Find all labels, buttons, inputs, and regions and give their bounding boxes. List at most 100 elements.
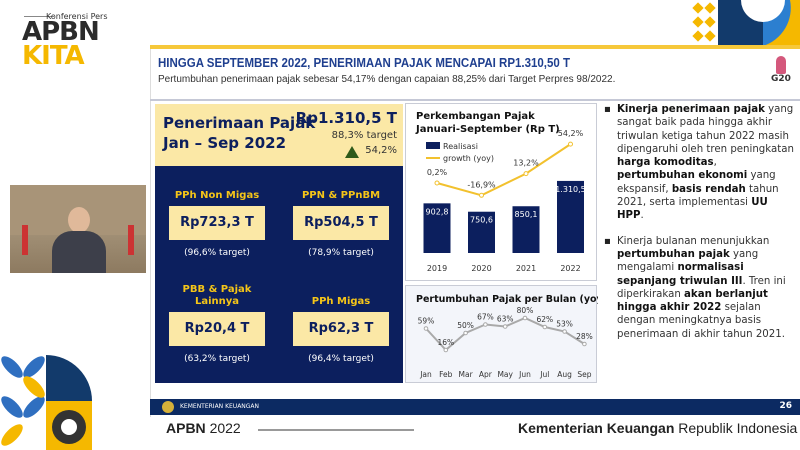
category-name: PBB & Pajak Lainnya (182, 284, 252, 307)
bar-2020 (468, 211, 495, 253)
monthly-label: 80% (517, 306, 534, 315)
legend-bar-label: Realisasi (443, 142, 478, 151)
category-target: (63,2% target) (184, 354, 250, 364)
summary-target: 88,3% target (331, 130, 397, 141)
conference-label: Konferensi Pers (46, 12, 108, 21)
x-tick-label: 2019 (427, 264, 447, 273)
monthly-label: 16% (437, 338, 454, 347)
apbn-year: 2022 (209, 420, 241, 436)
category-target: (78,9% target) (308, 248, 374, 258)
x-tick-label: Apr (479, 370, 493, 379)
summary-header: Penerimaan Pajak Jan – Sep 2022 Rp1.310,… (155, 104, 403, 166)
bar-label: 750,6 (470, 216, 493, 225)
category-name: PPN & PPnBM (301, 190, 381, 201)
monthly-label: 53% (556, 320, 573, 329)
category-value: Rp20,4 T (169, 312, 265, 346)
apbn-bold: APBN (166, 420, 206, 436)
category-ppn-ppnbm: PPN & PPnBM Rp504,5 T (78,9% target) (279, 190, 403, 258)
x-tick-label: Aug (557, 370, 572, 379)
category-pph-migas: PPh Migas Rp62,3 T (96,4% target) (279, 296, 403, 364)
ministry-emblem-icon (162, 401, 174, 413)
growth-label: -16,9% (467, 180, 496, 189)
monthly-growth-chart: Pertumbuhan Pajak per Bulan (yoy) 59% Jan… (405, 285, 607, 383)
growth-point (523, 171, 529, 177)
g20-text: G20 (771, 74, 791, 84)
presenter-video (10, 185, 146, 273)
x-tick-label: Jan (419, 370, 432, 379)
annual-tax-chart: Perkembangan Pajak Januari-September (Rp… (405, 103, 597, 281)
bottom-ministry: Kementerian Keuangan Republik Indonesia (518, 420, 797, 436)
footer-org: KEMENTERIAN KEUANGAN (180, 403, 260, 410)
x-tick-label: 2021 (516, 264, 536, 273)
monthly-point (483, 322, 488, 327)
monthly-label: 28% (576, 332, 593, 341)
x-tick-label: Sep (577, 370, 591, 379)
ministry-rest: Republik Indonesia (678, 420, 798, 436)
chart-title: Pertumbuhan Pajak per Bulan (yoy) (416, 294, 598, 305)
bar-2021 (512, 206, 540, 253)
category-value: Rp723,3 T (169, 206, 265, 240)
key-points: Kinerja penerimaan pajak yang sangat bai… (604, 103, 796, 353)
decorative-pattern-bottom (1, 355, 92, 450)
x-tick-label: May (497, 370, 513, 379)
bottom-divider (258, 429, 414, 431)
decorative-pattern-top (692, 0, 800, 46)
bar-label: 1.310,5 (555, 185, 586, 194)
monthly-label: 67% (477, 313, 494, 322)
slide-title: HINGGA SEPTEMBER 2022, PENERIMAAN PAJAK … (158, 56, 570, 70)
category-name: PPh Non Migas (174, 190, 260, 201)
bottom-apbn: APBN 2022 (166, 420, 241, 436)
category-value: Rp504,5 T (293, 206, 389, 240)
summary-title-line2: Jan – Sep 2022 (163, 134, 287, 152)
annual-tax-chart-svg: Perkembangan Pajak Januari-September (Rp… (415, 111, 586, 273)
x-tick-label: Jun (518, 370, 531, 379)
summary-growth: 54,2% (365, 145, 397, 156)
growth-point (479, 192, 484, 198)
monthly-point (562, 329, 567, 334)
header-divider (150, 99, 800, 101)
slide-footer: KEMENTERIAN KEUANGAN 26 (150, 399, 800, 415)
slide-accent-line (150, 45, 800, 49)
monthly-point (582, 341, 587, 347)
logo-apbn: APBN (22, 17, 100, 47)
slide-subtitle: Pertumbuhan penerimaan pajak sebesar 54,… (158, 74, 616, 85)
category-name: PPh Migas (311, 296, 371, 307)
bar-label: 902,8 (426, 207, 449, 216)
monthly-label: 59% (418, 317, 435, 326)
summary-panel: Penerimaan Pajak Jan – Sep 2022 Rp1.310,… (155, 104, 403, 383)
x-tick-label: 2020 (471, 264, 491, 273)
monthly-point (423, 326, 429, 331)
summary-title: Penerimaan Pajak Jan – Sep 2022 (163, 113, 315, 153)
x-tick-label: Feb (439, 370, 453, 379)
growth-line (436, 143, 572, 197)
bar-2019 (423, 203, 451, 253)
page-number: 26 (779, 401, 792, 411)
legend-bar-swatch (426, 142, 440, 149)
monthly-point (463, 330, 468, 336)
category-target: (96,4% target) (308, 354, 374, 364)
x-tick-label: 2022 (560, 264, 580, 273)
growth-point (568, 141, 573, 147)
summary-total: Rp1.310,5 T (295, 109, 397, 127)
triangle-up-icon (345, 146, 359, 158)
chart-title-line2: Januari-September (Rp T) (415, 124, 560, 135)
x-tick-label: Mar (459, 370, 474, 379)
monthly-label: 62% (536, 315, 553, 324)
growth-label: 13,2% (513, 159, 539, 168)
logo-divider (24, 16, 54, 17)
monthly-point (502, 324, 508, 329)
bullet-1: Kinerja penerimaan pajak yang sangat bai… (604, 103, 796, 223)
category-value: Rp62,3 T (293, 312, 389, 346)
legend-line-label: growth (yoy) (443, 154, 494, 163)
bullet-2: Kinerja bulanan menunjukkan pertumbuhan … (604, 235, 796, 341)
monthly-point (522, 315, 528, 321)
growth-point (434, 180, 440, 186)
bar-2022 (557, 180, 584, 253)
category-target: (96,6% target) (184, 248, 250, 258)
monthly-point (542, 324, 548, 330)
category-pph-non-migas: PPh Non Migas Rp723,3 T (96,6% target) (155, 190, 279, 258)
x-tick-label: Jul (539, 370, 549, 379)
summary-title-line1: Penerimaan Pajak (163, 114, 316, 132)
category-pbb-lainnya: PBB & Pajak Lainnya Rp20,4 T (63,2% targ… (169, 284, 265, 364)
ministry-bold: Kementerian Keuangan (518, 420, 675, 436)
